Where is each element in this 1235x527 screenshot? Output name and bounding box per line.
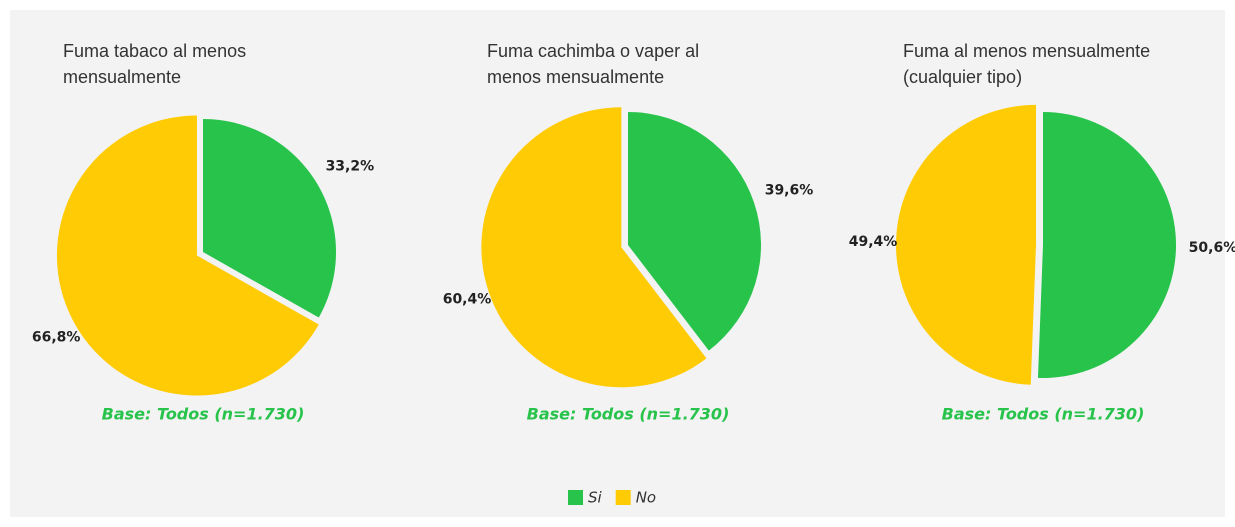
legend-swatch [615, 490, 631, 505]
legend-label: Si [588, 489, 603, 507]
pie-slice [1037, 112, 1177, 378]
chart-title: Fuma al menos mensualmente (cualquier ti… [903, 41, 1151, 87]
pie-slice [628, 112, 761, 351]
pie-slice [56, 115, 319, 396]
note: Base: Todos (n=1.730) [102, 405, 305, 424]
value-label: 66,8% [32, 330, 81, 346]
value-label: 33,2% [326, 158, 375, 174]
value-label: 49,4% [849, 234, 898, 250]
legend-label: No [636, 489, 656, 507]
note: Base: Todos (n=1.730) [527, 405, 730, 424]
value-label: 39,6% [765, 182, 814, 198]
pie-slice [896, 104, 1037, 385]
pie-slice [203, 119, 336, 318]
value-label: 60,4% [443, 292, 492, 308]
legend-swatch [568, 490, 583, 505]
chart-title: Fuma tabaco al menos mensualmente [63, 41, 247, 87]
chart-title: Fuma cachimba o vaper al menos mensualme… [487, 41, 700, 87]
pie-slice [481, 107, 707, 388]
note: Base: Todos (n=1.730) [942, 405, 1145, 424]
value-label: 50,6% [1189, 240, 1235, 256]
